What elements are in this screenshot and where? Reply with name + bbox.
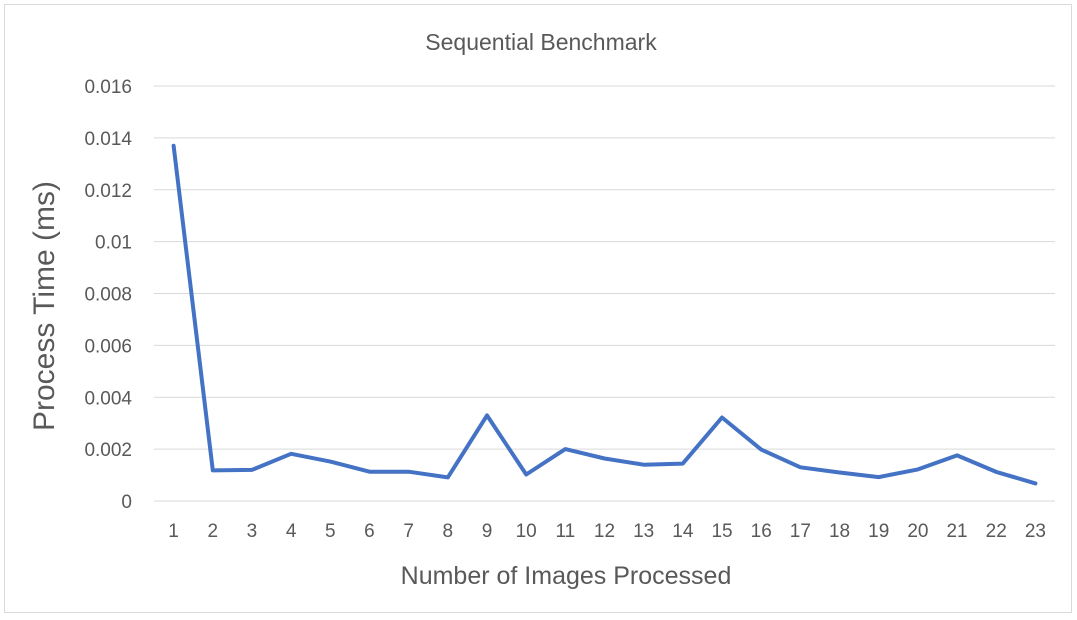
x-tick-label: 2 (207, 521, 218, 542)
y-tick-label: 0.006 (84, 336, 132, 357)
x-tick-label: 11 (555, 521, 575, 542)
x-tick-label: 3 (247, 521, 258, 542)
x-tick-label: 7 (403, 521, 414, 542)
y-tick-label: 0.004 (84, 388, 132, 409)
chart-title: Sequential Benchmark (425, 29, 657, 55)
y-tick-label: 0.012 (84, 181, 132, 202)
x-tick-label: 12 (594, 521, 615, 542)
y-axis-title: Process Time (ms) (28, 181, 61, 431)
x-tick-label: 10 (516, 521, 537, 542)
y-tick-label: 0.01 (95, 233, 132, 254)
y-tick-label: 0.008 (84, 285, 132, 306)
y-tick-label: 0.014 (84, 129, 132, 150)
x-tick-label: 1 (168, 521, 179, 542)
x-axis-ticks: 1 2 3 4 5 6 7 8 9 10 11 12 13 14 15 16 17 18 19 20 21 22 23 (168, 521, 1046, 542)
x-tick-label: 22 (986, 521, 1007, 542)
x-tick-label: 23 (1025, 521, 1046, 542)
y-axis-ticks: 0 0.002 0.004 0.006 0.008 0.01 0.012 0.014 0.016 (84, 77, 132, 513)
x-tick-label: 19 (868, 521, 889, 542)
x-tick-label: 13 (633, 521, 654, 542)
x-tick-label: 15 (711, 521, 732, 542)
x-tick-label: 20 (907, 521, 928, 542)
gridlines (154, 85, 1055, 502)
x-tick-label: 14 (672, 521, 694, 542)
y-tick-label: 0.002 (84, 440, 132, 461)
series-line (171, 143, 1038, 486)
x-axis-title: Number of Images Processed (401, 562, 732, 590)
y-tick-label: 0.016 (84, 77, 132, 98)
x-tick-label: 9 (482, 521, 493, 542)
x-tick-label: 5 (325, 521, 336, 542)
x-tick-label: 16 (751, 521, 772, 542)
x-tick-label: 21 (946, 521, 967, 542)
x-tick-label: 17 (790, 521, 811, 542)
y-tick-label: 0 (121, 492, 132, 513)
x-tick-label: 4 (286, 521, 297, 542)
x-tick-label: 6 (364, 521, 375, 542)
x-tick-label: 18 (829, 521, 850, 542)
chart-frame (4, 4, 1072, 613)
x-tick-label: 8 (443, 521, 454, 542)
